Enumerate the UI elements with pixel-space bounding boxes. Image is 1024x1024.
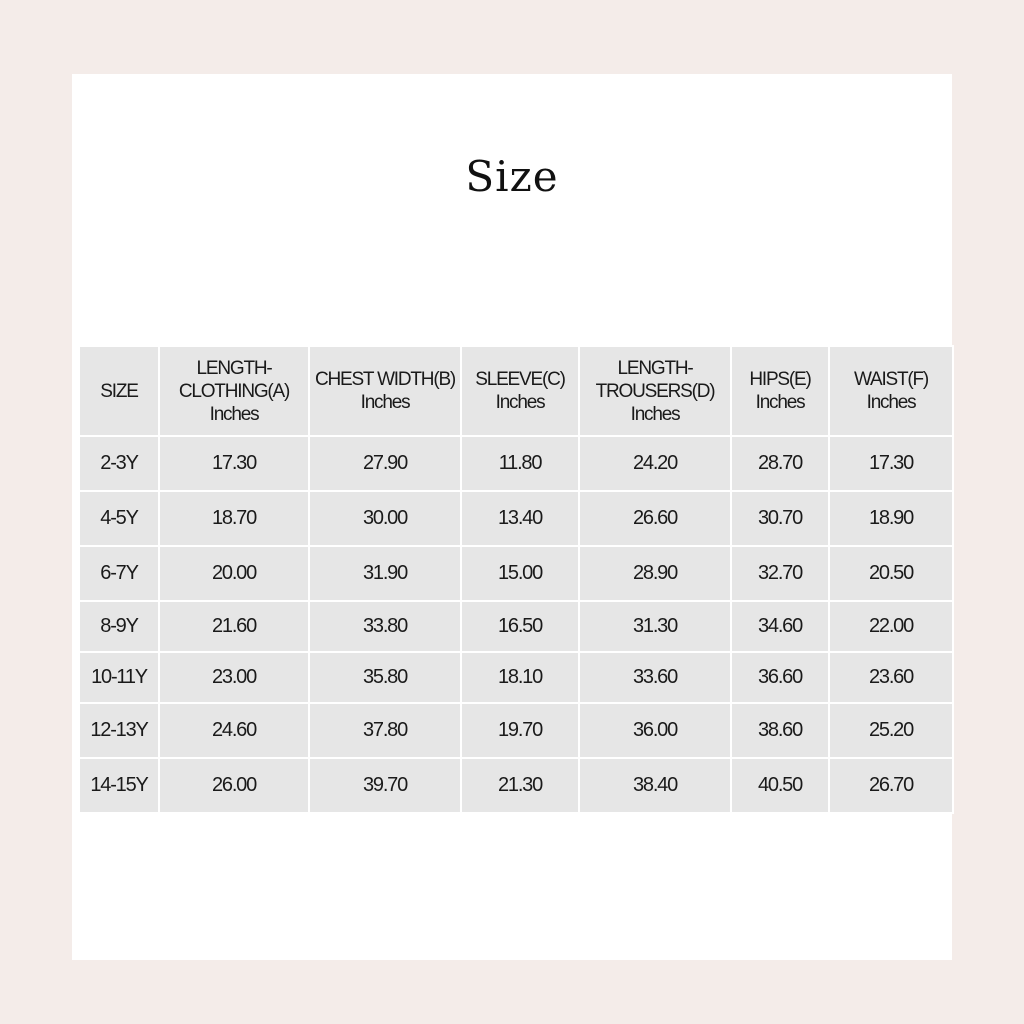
- cell-length-clothing: 23.00: [158, 651, 310, 704]
- cell-chest-width: 37.80: [308, 702, 462, 759]
- header-line: SLEEVE(C): [475, 369, 566, 390]
- cell-sleeve: 18.10: [460, 651, 580, 704]
- cell-sleeve: 15.00: [460, 545, 580, 602]
- cell-hips: 32.70: [730, 545, 830, 602]
- cell-size: 12-13Y: [78, 702, 160, 759]
- header-line: TROUSERS(D): [595, 380, 716, 402]
- header-line: LENGTH-: [196, 357, 273, 379]
- header-line: Inches: [360, 392, 411, 413]
- table-row: 14-15Y 26.00 39.70 21.30 38.40 40.50 26.70: [78, 757, 954, 814]
- column-header-length-clothing: LENGTH- CLOTHING(A) Inches: [158, 345, 310, 437]
- cell-length-trousers: 26.60: [578, 490, 732, 547]
- cell-size: 6-7Y: [78, 545, 160, 602]
- cell-length-clothing: 20.00: [158, 545, 310, 602]
- header-line: CLOTHING(A): [178, 380, 291, 402]
- cell-chest-width: 39.70: [308, 757, 462, 814]
- cell-size: 10-11Y: [78, 651, 160, 704]
- header-line: Inches: [755, 392, 806, 413]
- column-header-sleeve: SLEEVE(C) Inches: [460, 345, 580, 437]
- header-line: Inches: [630, 403, 681, 425]
- table-row: 6-7Y 20.00 31.90 15.00 28.90 32.70 20.50: [78, 545, 954, 602]
- cell-size: 8-9Y: [78, 600, 160, 653]
- cell-sleeve: 16.50: [460, 600, 580, 653]
- cell-length-clothing: 26.00: [158, 757, 310, 814]
- header-line: Inches: [209, 403, 260, 425]
- column-header-chest-width: CHEST WIDTH(B) Inches: [308, 345, 462, 437]
- size-chart-card: Size SIZE LENGTH- CLOTHING(A) Inches CHEST W…: [72, 74, 954, 960]
- table-row: 12-13Y 24.60 37.80 19.70 36.00 38.60 25.20: [78, 702, 954, 759]
- cell-size: 2-3Y: [78, 435, 160, 492]
- cell-waist: 18.90: [828, 490, 954, 547]
- cell-waist: 23.60: [828, 651, 954, 704]
- cell-chest-width: 33.80: [308, 600, 462, 653]
- header-line: WAIST(F): [853, 369, 929, 390]
- column-header-waist: WAIST(F) Inches: [828, 345, 954, 437]
- cell-chest-width: 30.00: [308, 490, 462, 547]
- cell-waist: 20.50: [828, 545, 954, 602]
- cell-sleeve: 21.30: [460, 757, 580, 814]
- table-row: 2-3Y 17.30 27.90 11.80 24.20 28.70 17.30: [78, 435, 954, 492]
- cell-length-clothing: 24.60: [158, 702, 310, 759]
- cell-hips: 40.50: [730, 757, 830, 814]
- cell-size: 4-5Y: [78, 490, 160, 547]
- cell-length-trousers: 33.60: [578, 651, 732, 704]
- cell-waist: 22.00: [828, 600, 954, 653]
- header-line: SIZE: [100, 380, 139, 402]
- header-line: CHEST WIDTH(B): [314, 369, 456, 390]
- cell-length-trousers: 31.30: [578, 600, 732, 653]
- size-table: SIZE LENGTH- CLOTHING(A) Inches CHEST WIDTH(…: [78, 345, 954, 814]
- header-line: LENGTH-: [617, 357, 694, 379]
- cell-hips: 30.70: [730, 490, 830, 547]
- cell-length-clothing: 18.70: [158, 490, 310, 547]
- table-row: 4-5Y 18.70 30.00 13.40 26.60 30.70 18.90: [78, 490, 954, 547]
- cell-length-trousers: 36.00: [578, 702, 732, 759]
- cell-hips: 36.60: [730, 651, 830, 704]
- cell-hips: 34.60: [730, 600, 830, 653]
- cell-waist: 17.30: [828, 435, 954, 492]
- cell-sleeve: 11.80: [460, 435, 580, 492]
- cell-size: 14-15Y: [78, 757, 160, 814]
- cell-waist: 26.70: [828, 757, 954, 814]
- cell-chest-width: 27.90: [308, 435, 462, 492]
- header-row: SIZE LENGTH- CLOTHING(A) Inches CHEST WIDTH(…: [78, 345, 954, 437]
- header-line: HIPS(E): [749, 369, 811, 390]
- column-header-size: SIZE: [78, 345, 160, 437]
- cell-length-clothing: 17.30: [158, 435, 310, 492]
- cell-length-trousers: 24.20: [578, 435, 732, 492]
- cell-waist: 25.20: [828, 702, 954, 759]
- column-header-length-trousers: LENGTH- TROUSERS(D) Inches: [578, 345, 732, 437]
- cell-sleeve: 13.40: [460, 490, 580, 547]
- cell-sleeve: 19.70: [460, 702, 580, 759]
- cell-chest-width: 31.90: [308, 545, 462, 602]
- cell-length-clothing: 21.60: [158, 600, 310, 653]
- table-row: 8-9Y 21.60 33.80 16.50 31.30 34.60 22.00: [78, 600, 954, 653]
- cell-length-trousers: 28.90: [578, 545, 732, 602]
- page-title: Size: [465, 152, 559, 201]
- cell-length-trousers: 38.40: [578, 757, 732, 814]
- cell-chest-width: 35.80: [308, 651, 462, 704]
- cell-hips: 38.60: [730, 702, 830, 759]
- table-row: 10-11Y 23.00 35.80 18.10 33.60 36.60 23.60: [78, 651, 954, 704]
- column-header-hips: HIPS(E) Inches: [730, 345, 830, 437]
- header-line: Inches: [866, 392, 917, 413]
- cell-hips: 28.70: [730, 435, 830, 492]
- header-line: Inches: [495, 392, 546, 413]
